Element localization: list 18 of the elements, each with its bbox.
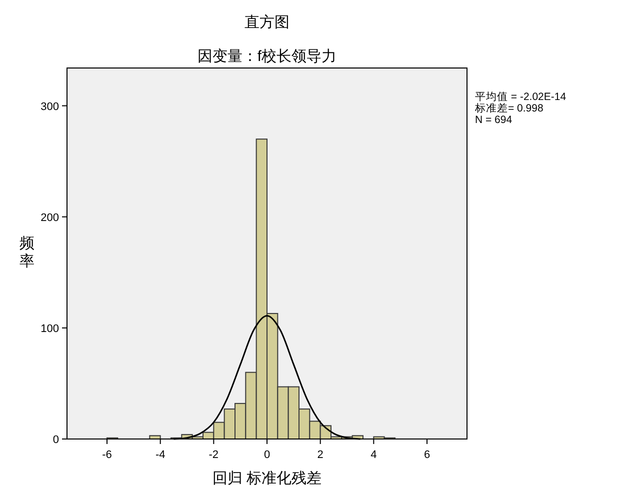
y-tick-label: 0: [52, 434, 59, 446]
chart-title: 直方图: [244, 14, 290, 31]
x-tick-label: 0: [264, 449, 270, 461]
x-tick-label: 6: [424, 449, 430, 461]
y-tick-label: 100: [40, 322, 59, 335]
chart-subtitle: 因变量：f校长领导力: [197, 48, 337, 65]
x-tick-label: -2: [208, 449, 219, 461]
y-tick-label: 300: [40, 100, 59, 113]
y-axis-title: 频率: [20, 235, 34, 270]
text: 平均值 = -2.02E-14: [475, 91, 566, 103]
x-tick-label: -4: [155, 449, 166, 461]
x-tick-label: -6: [102, 449, 112, 461]
text: 标准差= 0.998: [474, 102, 544, 114]
y-tick-label: 200: [40, 212, 59, 224]
x-axis-title: 回归 标准化残差: [212, 470, 322, 487]
x-tick-label: 4: [370, 449, 377, 461]
text: N = 694: [475, 114, 512, 126]
x-tick-label: 2: [317, 449, 324, 461]
